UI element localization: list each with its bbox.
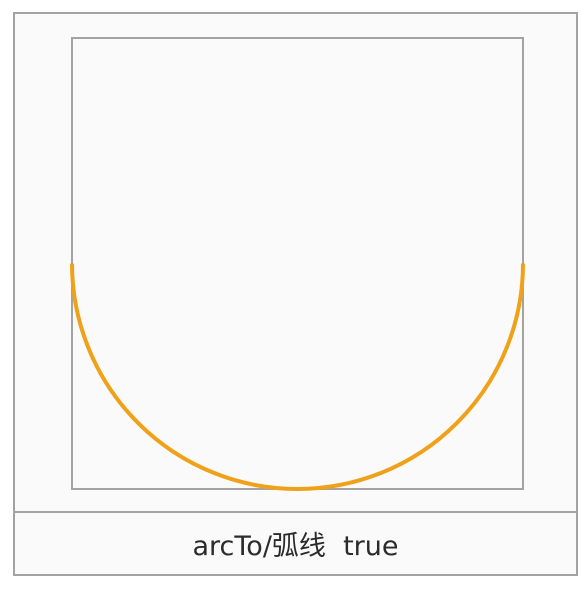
bounding-rectangle — [71, 37, 524, 490]
semicircle-arc — [70, 263, 525, 491]
canvas-svg — [70, 37, 525, 491]
drawing-canvas — [15, 14, 576, 511]
caption-divider — [15, 511, 576, 513]
caption-label: arcTo/弧线 true — [192, 531, 399, 562]
demo-card: arcTo/弧线 true — [13, 12, 578, 576]
